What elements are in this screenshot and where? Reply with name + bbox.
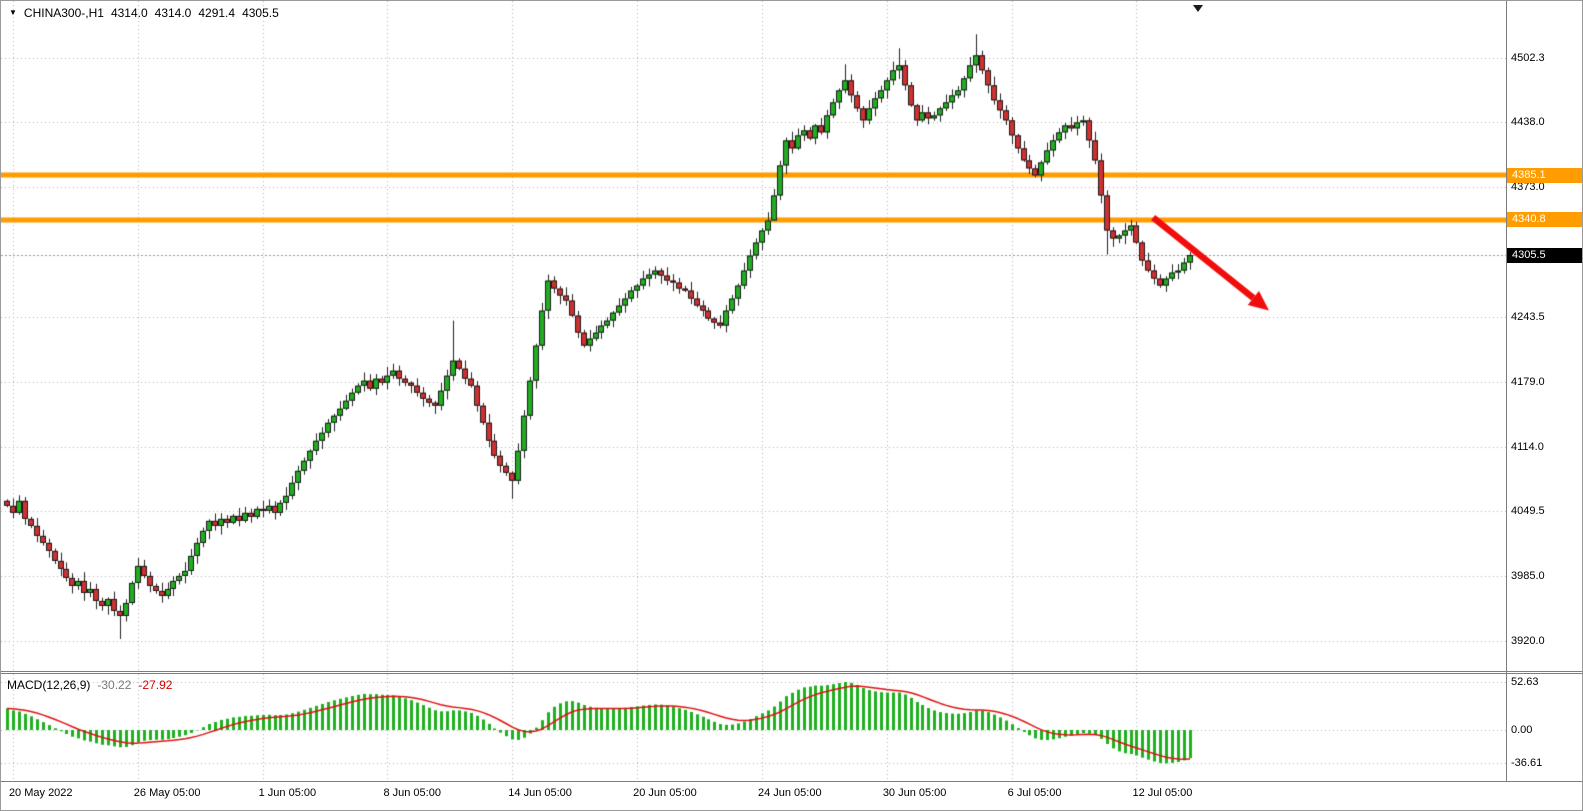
quote-open: 4314.0 [110,6,148,20]
level-price-badge: 4340.8 [1507,212,1582,228]
macd-main-value: -30.22 [97,678,132,692]
panel-separator[interactable] [1,671,1582,674]
macd-indicator-name: MACD(12,26,9) [7,678,91,692]
time-tick-label: 12 Jul 05:00 [1132,787,1193,799]
symbol-expand-icon[interactable]: ▼ [9,8,17,17]
time-tick-label: 20 May 2022 [8,787,73,799]
price-tick-label: 4243.5 [1511,311,1545,324]
time-tick-label: 20 Jun 05:00 [633,787,697,799]
macd-tick-label: 0.00 [1511,724,1533,736]
macd-tick-label: 52.63 [1511,676,1539,688]
symbol-timeframe-label: CHINA300-,H1 [23,6,104,20]
quote-low: 4291.4 [198,6,236,20]
macd-label: MACD(12,26,9) -30.22 -27.92 [7,678,172,692]
current-price-badge: 4305.5 [1507,247,1582,263]
price-axis-divider [1506,1,1507,782]
time-tick-label: 8 Jun 05:00 [383,787,441,799]
quote-close: 4305.5 [242,6,279,20]
macd-signal-value: -27.92 [138,678,173,692]
price-tick-label: 4373.0 [1511,181,1545,194]
time-tick-label: 6 Jul 05:00 [1007,787,1062,799]
time-tick-label: 14 Jun 05:00 [508,787,572,799]
price-tick-label: 3985.0 [1511,569,1545,582]
price-tick-label: 4502.3 [1511,52,1545,64]
macd-indicator-canvas[interactable] [1,674,1506,781]
price-tick-label: 4114.0 [1511,440,1544,453]
time-tick-label: 1 Jun 05:00 [258,787,317,799]
quote-high: 4314.0 [154,6,192,20]
time-tick-label: 30 Jun 05:00 [882,787,947,799]
chart-shift-marker-icon[interactable] [1193,5,1203,12]
main-price-chart-canvas[interactable] [1,1,1506,671]
time-axis-separator [1,781,1582,782]
price-tick-label: 4179.0 [1511,375,1545,388]
level-price-badge: 4385.1 [1507,167,1582,183]
quote-bar: ▼ CHINA300-,H1 4314.0 4314.0 4291.4 4305… [9,6,279,20]
macd-tick-label: -36.61 [1511,757,1543,770]
time-tick-label: 26 May 05:00 [133,787,201,799]
price-tick-label: 4438.0 [1511,116,1545,129]
price-tick-label: 4049.5 [1511,505,1545,518]
price-tick-label: 3920.0 [1511,635,1545,647]
time-tick-label: 24 Jun 05:00 [757,787,822,799]
